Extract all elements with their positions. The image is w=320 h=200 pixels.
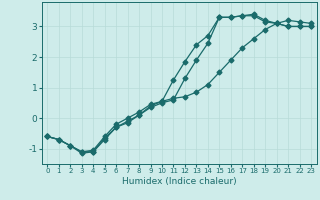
X-axis label: Humidex (Indice chaleur): Humidex (Indice chaleur) <box>122 177 236 186</box>
